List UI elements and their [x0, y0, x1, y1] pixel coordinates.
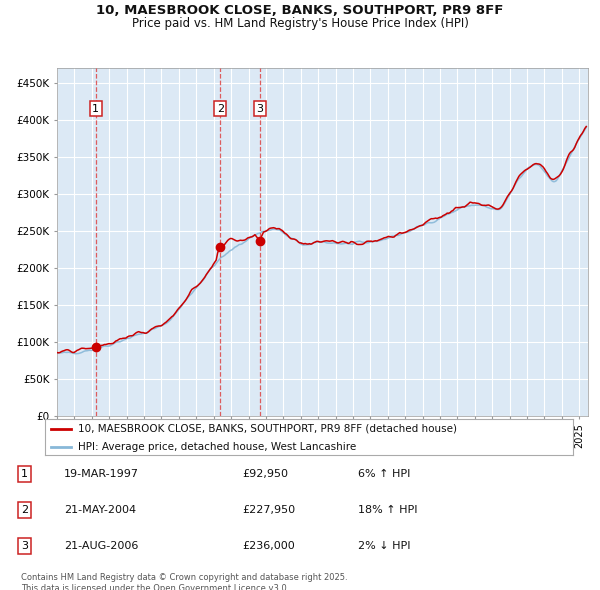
Text: HPI: Average price, detached house, West Lancashire: HPI: Average price, detached house, West…	[78, 442, 356, 453]
Text: Contains HM Land Registry data © Crown copyright and database right 2025.
This d: Contains HM Land Registry data © Crown c…	[21, 573, 347, 590]
Text: 2: 2	[21, 505, 28, 515]
Text: £92,950: £92,950	[242, 469, 289, 479]
Text: 3: 3	[21, 541, 28, 551]
Text: 21-AUG-2006: 21-AUG-2006	[64, 541, 138, 551]
Text: 1: 1	[21, 469, 28, 479]
Text: 18% ↑ HPI: 18% ↑ HPI	[358, 505, 417, 515]
Text: £236,000: £236,000	[242, 541, 295, 551]
Text: 1: 1	[92, 104, 99, 114]
Text: £227,950: £227,950	[242, 505, 296, 515]
Text: 2% ↓ HPI: 2% ↓ HPI	[358, 541, 410, 551]
Text: 10, MAESBROOK CLOSE, BANKS, SOUTHPORT, PR9 8FF: 10, MAESBROOK CLOSE, BANKS, SOUTHPORT, P…	[97, 4, 503, 17]
Text: 10, MAESBROOK CLOSE, BANKS, SOUTHPORT, PR9 8FF (detached house): 10, MAESBROOK CLOSE, BANKS, SOUTHPORT, P…	[78, 424, 457, 434]
Text: Price paid vs. HM Land Registry's House Price Index (HPI): Price paid vs. HM Land Registry's House …	[131, 17, 469, 30]
Text: 21-MAY-2004: 21-MAY-2004	[64, 505, 136, 515]
Text: 6% ↑ HPI: 6% ↑ HPI	[358, 469, 410, 479]
Text: 3: 3	[256, 104, 263, 114]
Text: 19-MAR-1997: 19-MAR-1997	[64, 469, 139, 479]
Text: 2: 2	[217, 104, 224, 114]
